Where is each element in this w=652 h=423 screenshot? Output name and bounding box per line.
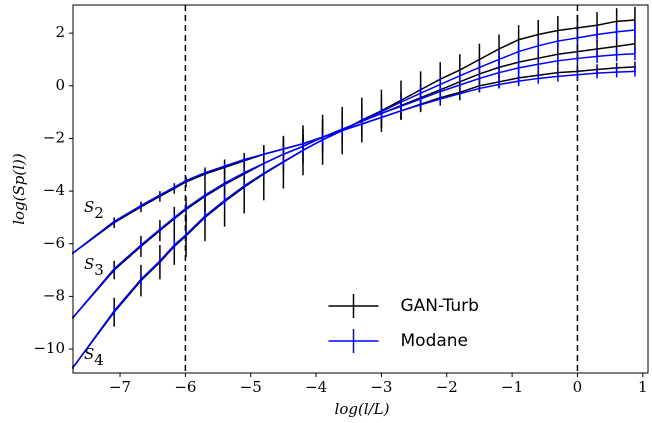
y-tick-label: 2 (55, 23, 65, 41)
legend-label: GAN-Turb (401, 296, 479, 316)
x-tick-label: −6 (174, 378, 196, 396)
y-tick-label: −6 (43, 234, 65, 252)
series-line (72, 70, 635, 254)
x-tick-label: −2 (436, 378, 458, 396)
y-tick-label: −10 (33, 339, 65, 357)
x-tick-label: −7 (109, 378, 131, 396)
x-tick-label: 0 (573, 378, 583, 396)
x-tick-label: 1 (638, 378, 648, 396)
curve-label: S4 (84, 345, 104, 369)
x-tick-label: −5 (240, 378, 262, 396)
y-axis-label: log(Sp(l)) (10, 153, 28, 225)
plot-frame (72, 4, 649, 374)
y-tick-label: −8 (43, 286, 65, 304)
legend-label: Modane (401, 331, 469, 351)
x-tick-label: −1 (501, 378, 523, 396)
x-axis-label: log(l/L) (335, 400, 390, 418)
y-tick-label: 0 (55, 76, 65, 94)
series-line (72, 66, 635, 254)
series-line (72, 29, 636, 368)
y-tick-label: −2 (43, 128, 65, 146)
x-tick-label: −3 (370, 378, 392, 396)
y-tick-label: −4 (43, 181, 65, 199)
curve-label: S3 (84, 255, 104, 279)
x-tick-label: −4 (305, 378, 327, 396)
curve-label: S2 (84, 198, 104, 222)
series-line (72, 52, 635, 318)
series-line (72, 42, 636, 318)
